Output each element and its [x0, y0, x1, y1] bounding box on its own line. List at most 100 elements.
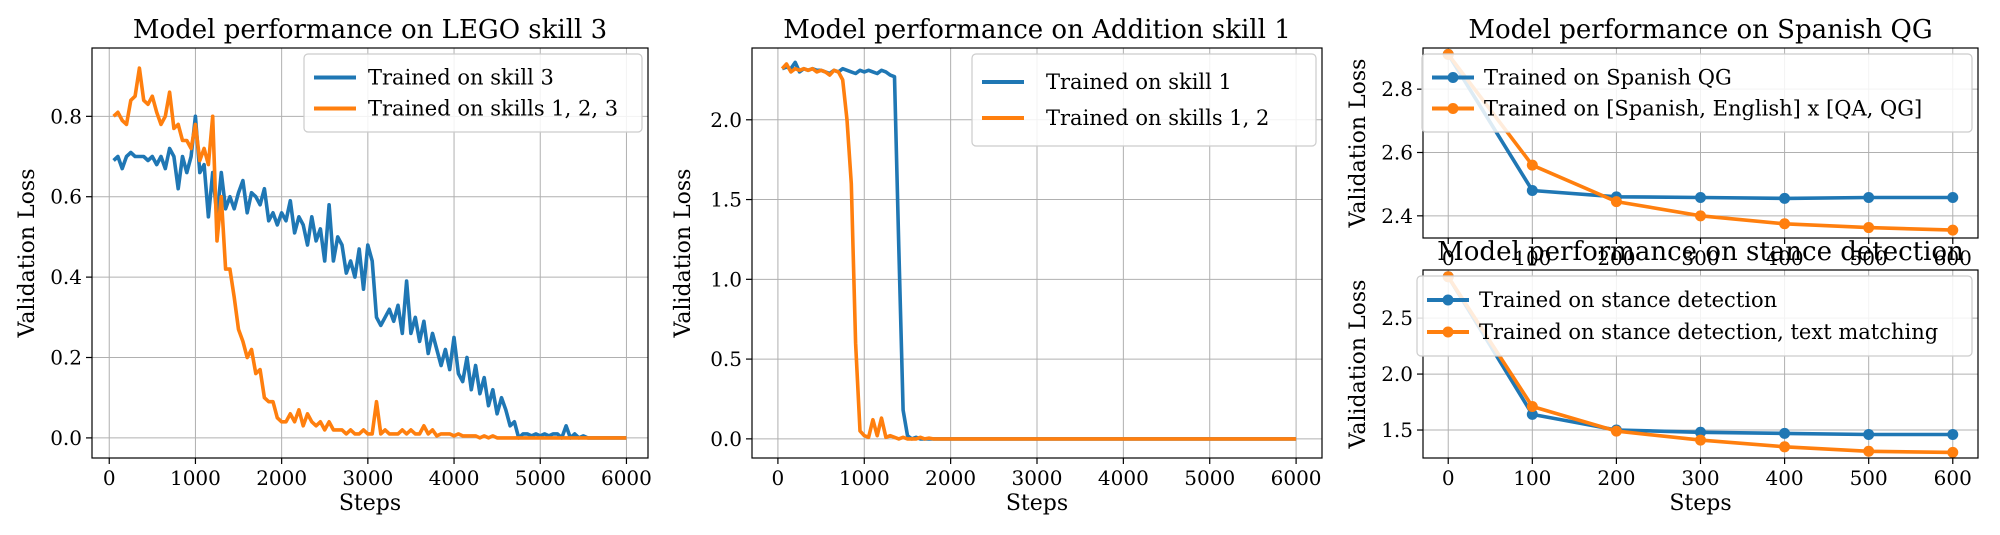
data-point — [1947, 446, 1959, 458]
y-tick-label: 2.6 — [1381, 141, 1413, 165]
y-axis-label: Validation Loss — [671, 169, 696, 339]
data-point — [1779, 427, 1791, 439]
legend-box — [1416, 275, 1973, 357]
legend-label: Trained on stance detection — [1479, 288, 1777, 312]
data-point — [1779, 192, 1791, 204]
x-tick-label: 1000 — [839, 466, 890, 490]
chart-2: Model performance on Addition skill 1 0 10… — [671, 15, 1323, 516]
legend-marker — [1442, 294, 1454, 306]
series-line-2 — [112, 66, 627, 440]
y-tick-label: 0.6 — [50, 185, 82, 209]
legend-box — [971, 53, 1317, 147]
data-point — [1863, 429, 1875, 440]
chart-1: Model performance on LEGO skill 3 0 1000 20… — [15, 15, 652, 516]
legend: Trained on Spanish QG Trained on [Spanish… — [1421, 53, 1973, 133]
legend-marker — [1442, 326, 1454, 338]
x-tick-label: 500 — [1850, 466, 1888, 490]
y-tick-label: 0.2 — [50, 346, 82, 370]
y-tick-label: 1.0 — [710, 267, 742, 291]
legend: Trained on stance detection Trained on st… — [1416, 275, 1973, 357]
x-tick-label: 2000 — [256, 466, 307, 490]
data-point — [1863, 191, 1875, 203]
y-tick-label: 0.8 — [50, 104, 82, 128]
legend-box — [303, 53, 643, 133]
x-tick-label: 6000 — [1271, 466, 1322, 490]
legend-box — [1421, 53, 1973, 133]
y-tick-label: 0.5 — [710, 347, 742, 371]
x-tick-label: 100 — [1513, 466, 1551, 490]
data-point — [1947, 224, 1959, 236]
x-tick-label: 400 — [1765, 466, 1803, 490]
legend-label: Trained on skill 3 — [368, 66, 554, 90]
plot-frame — [91, 47, 649, 459]
x-tick-label: 600 — [1934, 246, 1972, 270]
data-point — [1947, 429, 1959, 440]
data-point — [1695, 426, 1706, 438]
x-tick-label: 300 — [1681, 466, 1719, 490]
x-tick-label: 3000 — [342, 466, 393, 490]
legend: Trained on skill 1 Trained on skills 1, 2 — [971, 53, 1317, 147]
y-tick-label: 0.0 — [710, 427, 742, 451]
legend-label: Trained on stance detection, text matchi… — [1479, 320, 1938, 344]
x-tick-label: 0 — [772, 466, 785, 490]
legend-label: Trained on skill 1 — [1046, 70, 1232, 94]
legend-marker — [1447, 103, 1459, 114]
legend-label: Trained on skills 1, 2 — [1046, 106, 1269, 130]
data-point — [1526, 401, 1538, 413]
series-line-2 — [780, 62, 1297, 441]
x-tick-label: 200 — [1597, 466, 1635, 490]
y-tick-label: 1.5 — [1381, 418, 1413, 442]
y-tick-label: 0.0 — [50, 426, 82, 450]
y-tick-label: 2.5 — [1381, 306, 1413, 330]
data-point — [1947, 191, 1959, 203]
y-tick-label: 1.5 — [710, 188, 742, 212]
x-axis-label: Steps — [339, 491, 401, 516]
data-point — [1610, 196, 1622, 208]
x-tick-label: 4000 — [1098, 466, 1149, 490]
data-point — [1779, 441, 1791, 453]
chart-title: Model performance on LEGO skill 3 — [133, 15, 607, 45]
data-point — [1695, 434, 1706, 446]
y-tick-label: 2.8 — [1381, 77, 1413, 101]
data-point — [1526, 185, 1538, 196]
x-tick-label: 3000 — [1012, 466, 1063, 490]
legend-label: Trained on [Spanish, English] x [QA, QG] — [1484, 97, 1922, 121]
x-tick-label: 0 — [1442, 246, 1455, 270]
y-tick-label: 2.0 — [1381, 362, 1413, 386]
x-tick-label: 5000 — [1184, 466, 1235, 490]
x-tick-label: 300 — [1681, 246, 1719, 270]
data-point — [1779, 218, 1791, 230]
data-point — [1695, 191, 1706, 203]
x-tick-label: 6000 — [601, 466, 652, 490]
x-tick-label: 1000 — [170, 466, 221, 490]
x-axis-label: Steps — [1669, 491, 1731, 516]
x-tick-label: 4000 — [429, 466, 480, 490]
y-tick-label: 2.0 — [710, 108, 742, 132]
x-tick-label: 0 — [1442, 466, 1455, 490]
legend-label: Trained on skills 1, 2, 3 — [368, 97, 618, 121]
data-point — [1526, 159, 1538, 171]
chart-title: Model performance on Spanish QG — [1468, 15, 1932, 45]
x-tick-label: 400 — [1765, 246, 1803, 270]
series-line-1 — [112, 114, 627, 440]
y-axis-label: Validation Loss — [1346, 59, 1371, 229]
x-tick-label: 2000 — [925, 466, 976, 490]
y-axis-label: Validation Loss — [1346, 280, 1371, 450]
chart-3: Model performance on Spanish QG 0 100 200 30… — [1346, 15, 1979, 270]
y-tick-label: 0.4 — [50, 265, 82, 289]
legend: Trained on skill 3 Trained on skills 1, 2… — [303, 53, 643, 133]
chart-title: Model performance on Addition skill 1 — [783, 15, 1290, 45]
x-tick-label: 500 — [1850, 246, 1888, 270]
chart-title: Model performance on stance detection — [1437, 237, 1964, 267]
data-point — [1863, 445, 1875, 457]
x-tick-label: 0 — [103, 466, 116, 490]
x-axis-label: Steps — [1006, 491, 1068, 516]
x-tick-label: 200 — [1597, 246, 1635, 270]
data-point — [1526, 408, 1538, 420]
data-point — [1863, 222, 1875, 234]
data-point — [1610, 425, 1622, 437]
legend-label: Trained on Spanish QG — [1484, 66, 1732, 90]
x-tick-label: 600 — [1934, 466, 1972, 490]
